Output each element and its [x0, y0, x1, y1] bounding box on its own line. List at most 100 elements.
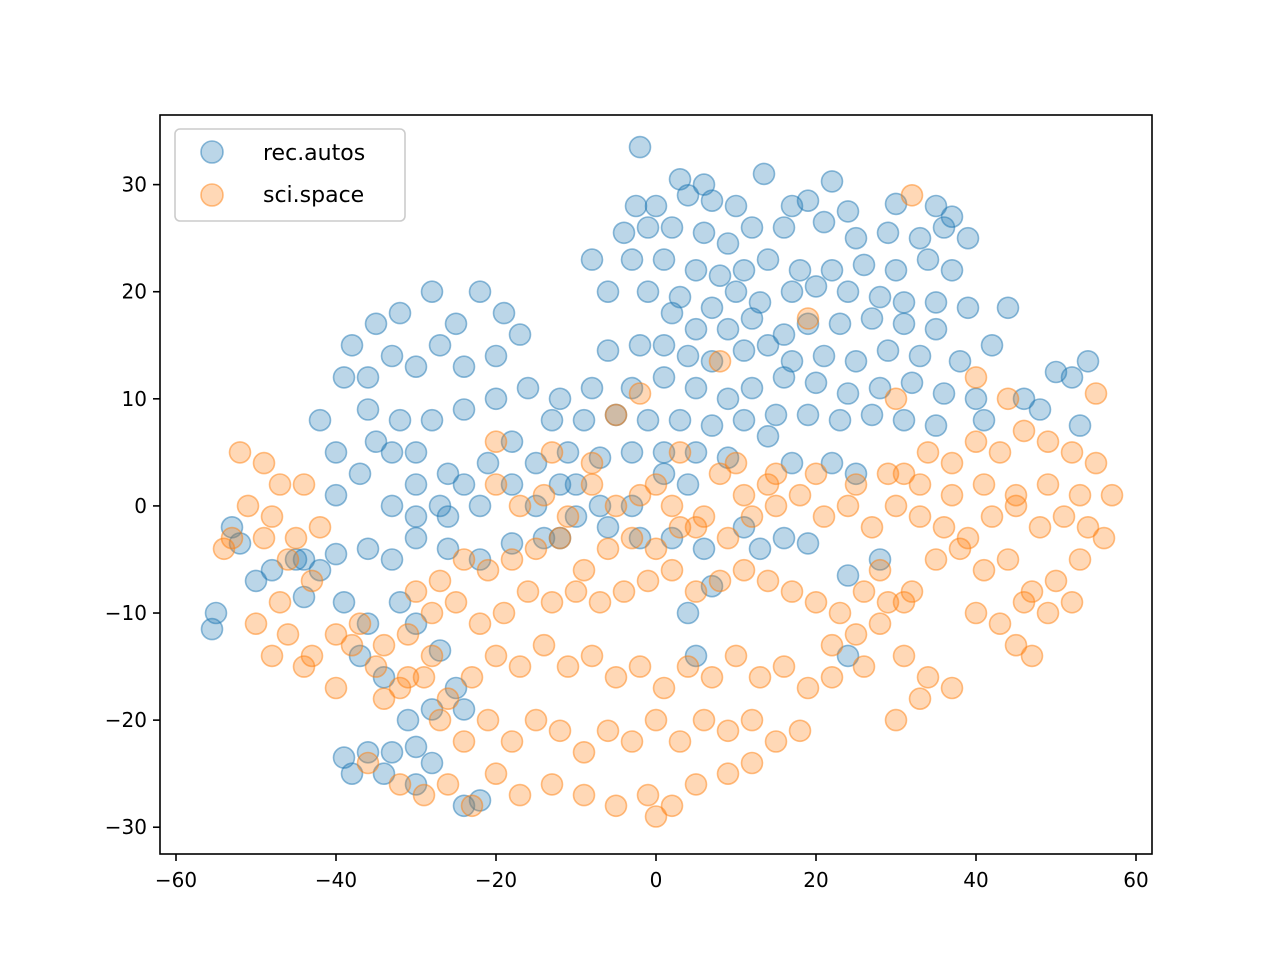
point-sci-space	[292, 655, 316, 678]
point-rec-autos	[500, 473, 524, 496]
y-tick-label: −10	[105, 601, 147, 625]
point-sci-space	[716, 762, 740, 786]
point-rec-autos	[924, 194, 948, 218]
point-sci-space	[268, 473, 292, 496]
point-rec-autos	[732, 339, 756, 362]
point-sci-space	[844, 473, 868, 496]
point-rec-autos	[452, 473, 476, 496]
legend-marker-sci-space	[200, 183, 224, 207]
point-sci-space	[508, 494, 532, 518]
point-sci-space	[756, 473, 780, 496]
point-rec-autos	[620, 248, 644, 271]
point-rec-autos	[772, 216, 796, 239]
point-rec-autos	[524, 451, 548, 475]
point-rec-autos	[676, 344, 700, 368]
point-sci-space	[644, 805, 668, 828]
point-rec-autos	[716, 387, 740, 411]
point-sci-space	[988, 441, 1012, 464]
point-sci-space	[260, 505, 284, 528]
point-rec-autos	[612, 221, 636, 245]
point-sci-space	[732, 483, 756, 507]
point-sci-space	[996, 548, 1020, 571]
point-rec-autos	[636, 216, 660, 239]
point-sci-space	[572, 740, 596, 764]
point-sci-space	[660, 494, 684, 518]
point-sci-space	[916, 665, 940, 689]
point-sci-space	[580, 644, 604, 668]
point-rec-autos	[244, 569, 268, 593]
point-sci-space	[620, 526, 644, 550]
point-rec-autos	[652, 333, 676, 357]
legend-label-sci-space: sci.space	[263, 183, 364, 208]
point-sci-space	[580, 473, 604, 496]
point-sci-space	[540, 590, 564, 614]
point-rec-autos	[200, 617, 224, 641]
point-sci-space	[556, 505, 580, 528]
point-rec-autos	[804, 275, 828, 298]
point-sci-space	[484, 644, 508, 668]
point-sci-space	[852, 655, 876, 678]
point-rec-autos	[892, 408, 916, 432]
point-sci-space	[644, 708, 668, 732]
point-rec-autos	[916, 248, 940, 271]
point-rec-autos	[380, 740, 404, 764]
point-rec-autos	[740, 216, 764, 239]
point-sci-space	[724, 644, 748, 668]
point-rec-autos	[788, 258, 812, 282]
point-rec-autos	[844, 226, 868, 250]
point-sci-space	[1068, 483, 1092, 507]
point-rec-autos	[956, 296, 980, 320]
point-rec-autos	[404, 355, 428, 379]
point-rec-autos	[404, 441, 428, 464]
point-rec-autos	[628, 135, 652, 159]
point-rec-autos	[836, 564, 860, 587]
point-rec-autos	[836, 200, 860, 223]
point-rec-autos	[732, 258, 756, 282]
x-tick-label: −60	[155, 868, 197, 892]
point-sci-space	[644, 537, 668, 561]
point-rec-autos	[676, 473, 700, 496]
point-rec-autos	[452, 355, 476, 379]
point-sci-space	[508, 655, 532, 678]
point-rec-autos	[380, 494, 404, 518]
point-sci-space	[228, 441, 252, 464]
point-rec-autos	[836, 280, 860, 304]
point-rec-autos	[828, 312, 852, 336]
point-rec-autos	[740, 307, 764, 330]
point-sci-space	[484, 473, 508, 496]
point-sci-space	[668, 441, 692, 464]
point-rec-autos	[716, 232, 740, 255]
point-rec-autos	[812, 344, 836, 368]
point-rec-autos	[348, 462, 372, 486]
point-sci-space	[884, 708, 908, 732]
point-sci-space	[884, 387, 908, 411]
point-rec-autos	[428, 333, 452, 357]
point-sci-space	[356, 751, 380, 775]
point-rec-autos	[548, 387, 572, 411]
point-sci-space	[708, 462, 732, 486]
point-rec-autos	[996, 296, 1020, 320]
point-sci-space	[628, 655, 652, 678]
point-sci-space	[964, 601, 988, 625]
point-rec-autos	[484, 344, 508, 368]
point-sci-space	[844, 623, 868, 646]
point-rec-autos	[508, 323, 532, 346]
point-rec-autos	[596, 515, 620, 539]
point-rec-autos	[452, 698, 476, 721]
point-sci-space	[484, 430, 508, 454]
point-sci-space	[324, 676, 348, 700]
point-rec-autos	[684, 317, 708, 341]
point-rec-autos	[924, 414, 948, 437]
point-sci-space	[420, 601, 444, 625]
point-sci-space	[964, 430, 988, 454]
point-rec-autos	[692, 537, 716, 561]
point-rec-autos	[900, 371, 924, 395]
point-rec-autos	[500, 532, 524, 555]
point-sci-space	[980, 505, 1004, 528]
point-rec-autos	[796, 312, 820, 336]
point-sci-space	[836, 494, 860, 518]
point-rec-autos	[420, 280, 444, 304]
point-rec-autos	[492, 301, 516, 325]
point-sci-space	[1060, 590, 1084, 614]
